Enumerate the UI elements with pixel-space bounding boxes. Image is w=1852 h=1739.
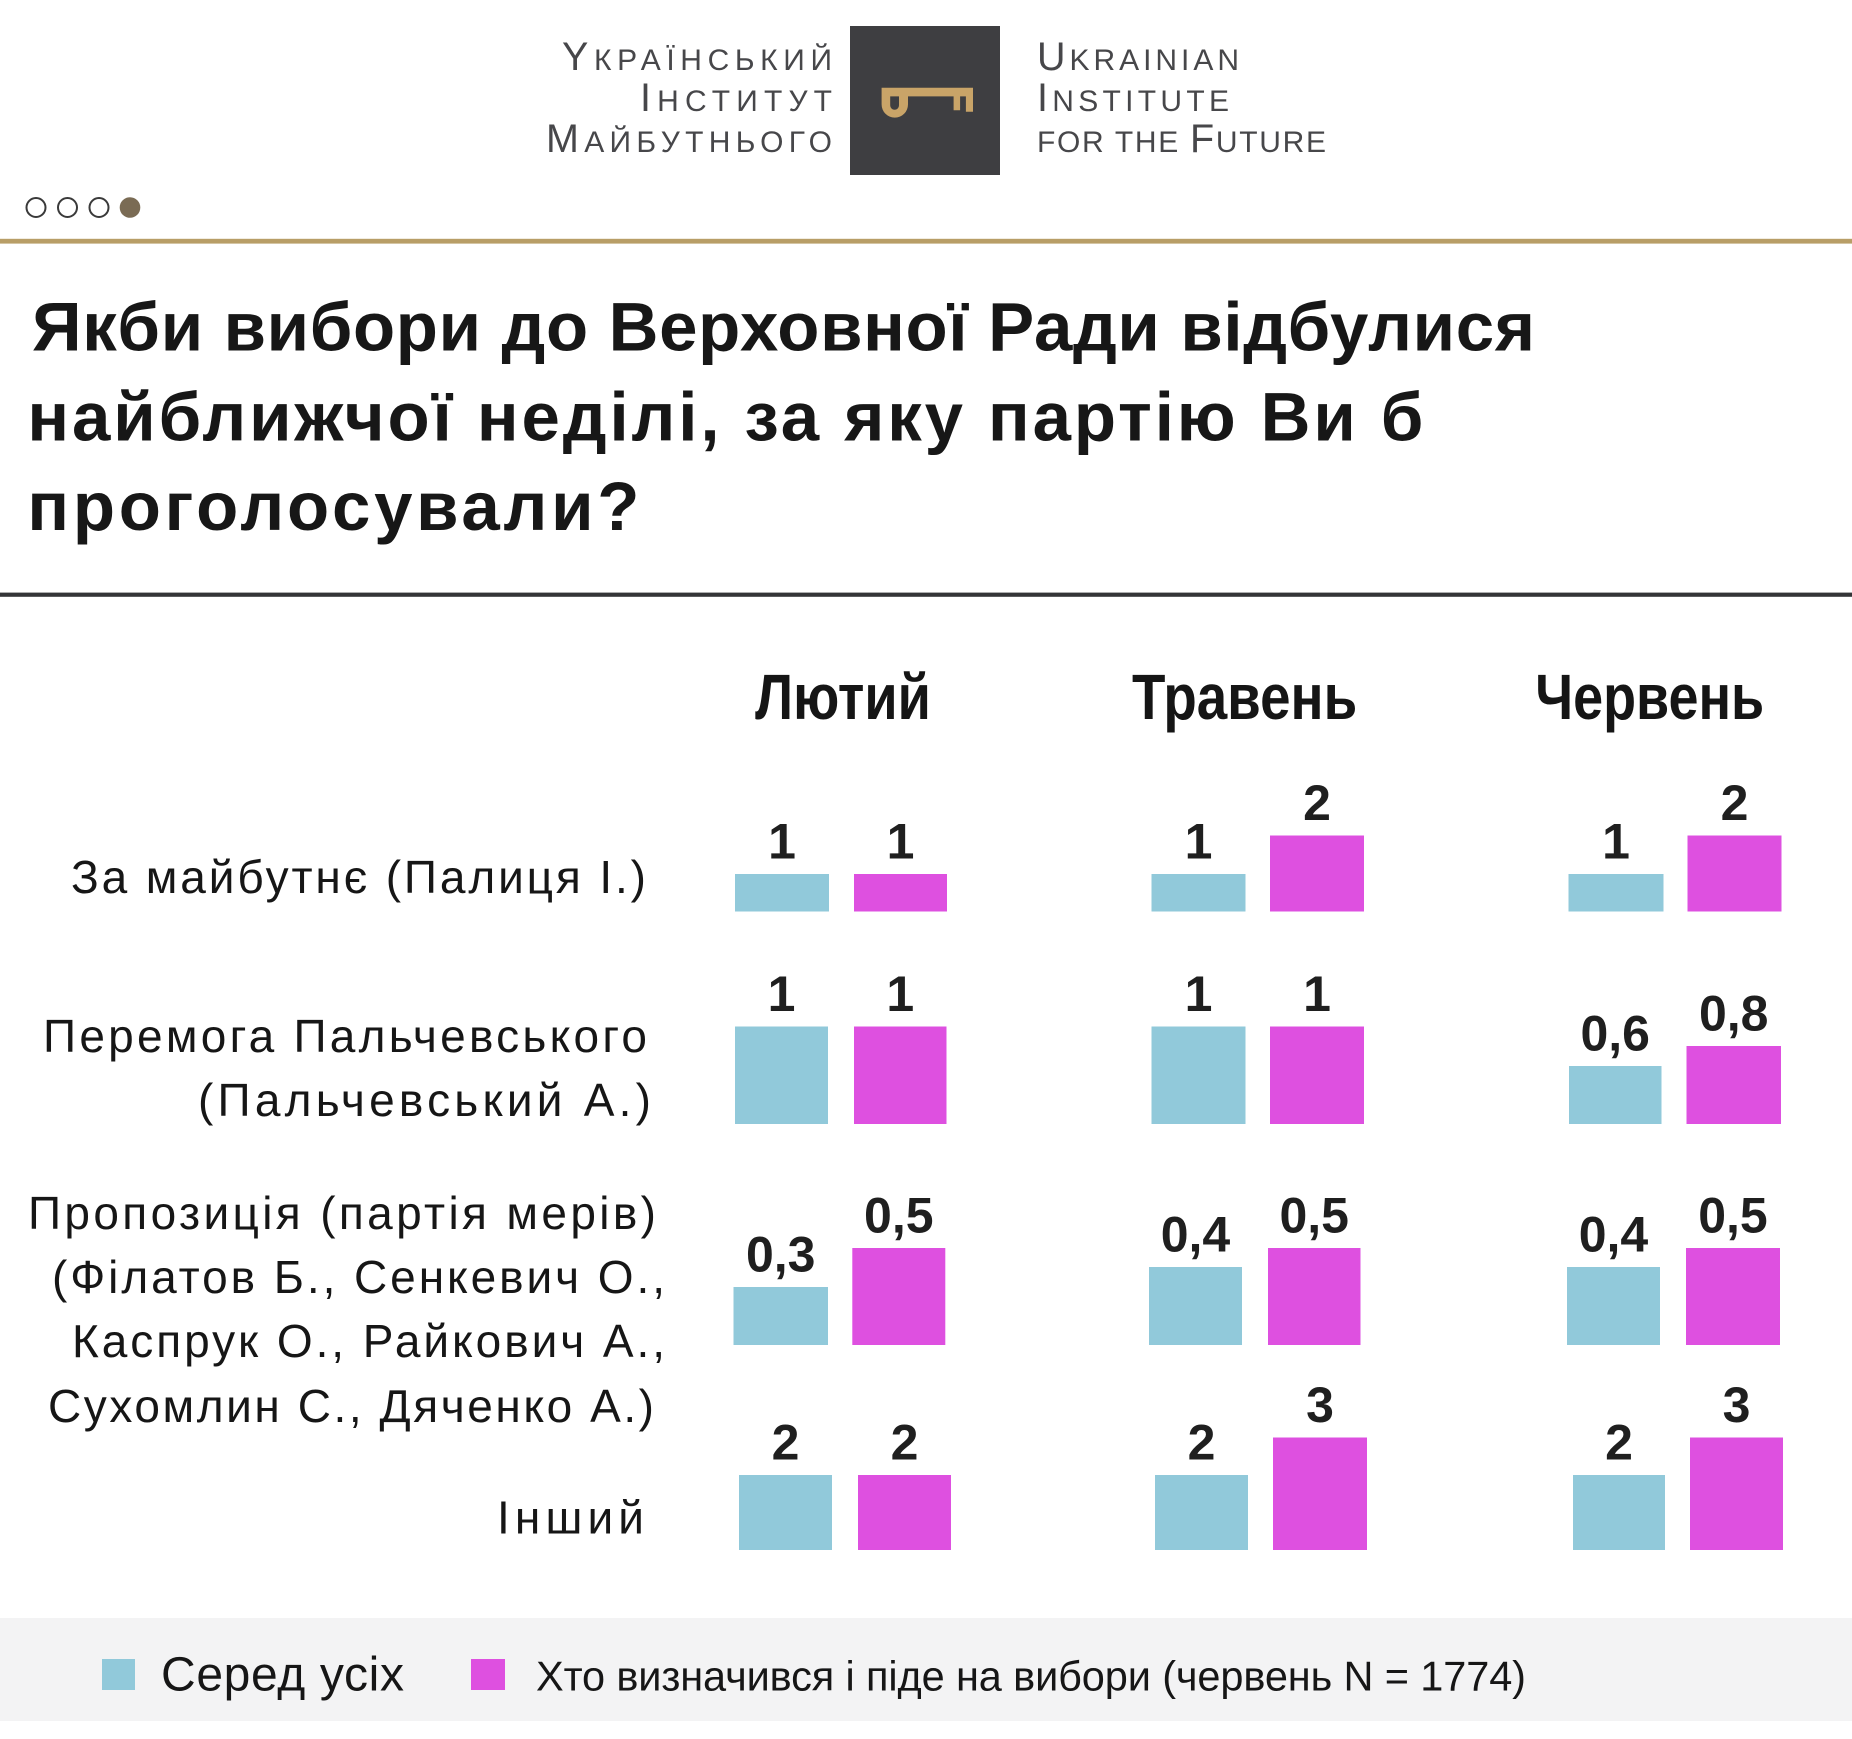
svg-text:0,8: 0,8 [1699,986,1769,1042]
svg-text:Лютий: Лютий [755,661,931,733]
svg-text:3: 3 [1306,1377,1334,1433]
svg-text:Серед усіх: Серед усіх [161,1649,404,1702]
svg-text:0,4: 0,4 [1161,1207,1231,1263]
svg-text:Пропозиція (партія мерів): Пропозиція (партія мерів) [28,1187,656,1239]
svg-text:Червень: Червень [1535,661,1764,733]
svg-text:2: 2 [772,1415,800,1471]
svg-text:Каспрук О., Райкович А.,: Каспрук О., Райкович А., [72,1315,665,1367]
svg-text:0,6: 0,6 [1580,1006,1650,1062]
svg-text:1: 1 [768,814,796,870]
svg-text:1: 1 [1185,814,1213,870]
svg-text:0,5: 0,5 [864,1188,934,1244]
svg-text:Травень: Травень [1132,661,1357,733]
svg-text:1: 1 [1303,966,1331,1022]
svg-text:2: 2 [1303,775,1331,831]
svg-text:2: 2 [891,1415,919,1471]
svg-text:1: 1 [768,966,796,1022]
svg-text:Перемога Пальчевського: Перемога Пальчевського [43,1010,647,1062]
svg-text:FOR THE FUTURE: FOR THE FUTURE [1037,117,1326,161]
svg-text:0,4: 0,4 [1579,1207,1649,1263]
svg-text:проголосували?: проголосували? [27,468,639,545]
svg-text:2: 2 [1188,1415,1216,1471]
svg-text:1: 1 [1602,814,1630,870]
svg-text:За майбутнє (Палиця І.): За майбутнє (Палиця І.) [71,851,646,903]
svg-text:Сухомлин С., Дяченко А.): Сухомлин С., Дяченко А.) [48,1380,654,1432]
svg-text:Якби вибори до Верховної Ради: Якби вибори до Верховної Ради відбулися [32,289,1535,366]
svg-text:1: 1 [887,814,915,870]
svg-text:0,3: 0,3 [746,1227,816,1283]
svg-text:0,5: 0,5 [1698,1188,1768,1244]
svg-text:2: 2 [1721,775,1749,831]
svg-text:Інший: Інший [497,1492,644,1544]
svg-text:найближчої неділі, за яку парт: найближчої неділі, за яку партію Ви б [27,378,1423,455]
svg-text:3: 3 [1723,1377,1751,1433]
svg-text:2: 2 [1605,1415,1633,1471]
svg-text:Хто визначився і піде на вибор: Хто визначився і піде на вибори (червень… [536,1653,1526,1700]
svg-text:1: 1 [1185,966,1213,1022]
svg-text:0,5: 0,5 [1279,1188,1349,1244]
svg-text:1: 1 [886,966,914,1022]
svg-text:(Філатов Б., Сенкевич О.,: (Філатов Б., Сенкевич О., [52,1251,665,1303]
